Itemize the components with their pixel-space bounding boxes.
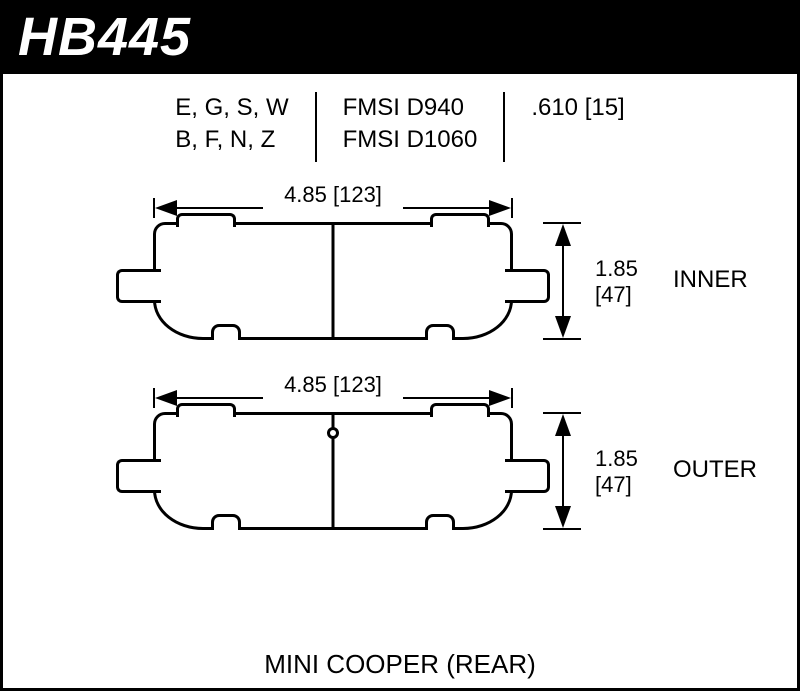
outer-height-dimension: 1.85 [47] OUTER <box>543 412 743 530</box>
inner-tag: INNER <box>673 266 748 294</box>
diagram-area: 4.85 [123] 1.85 [47] <box>3 182 797 652</box>
inner-pad-outline <box>153 222 513 340</box>
outer-pad <box>153 412 513 530</box>
inner-width-label: 4.85 [123] <box>280 182 386 208</box>
inner-height-arrows-icon <box>543 222 583 340</box>
fmsi-line1: FMSI D940 <box>343 92 478 124</box>
inner-width-dimension: 4.85 [123] <box>153 184 513 210</box>
outer-height-mm: [47] <box>595 472 638 498</box>
header-bar: HB445 <box>0 0 800 74</box>
fmsi-line2: FMSI D1060 <box>343 124 478 156</box>
thickness-cell: .610 [15] <box>505 92 634 162</box>
outer-height-label: 1.85 [47] <box>595 446 638 499</box>
spec-frame: E, G, S, W B, F, N, Z FMSI D940 FMSI D10… <box>0 74 800 691</box>
thickness-value: .610 [15] <box>531 92 624 124</box>
inner-height-in: 1.85 <box>595 256 638 282</box>
outer-pad-outline <box>153 412 513 530</box>
compounds-cell: E, G, S, W B, F, N, Z <box>165 92 316 162</box>
outer-width-dimension: 4.85 [123] <box>153 374 513 400</box>
outer-tag: OUTER <box>673 456 757 484</box>
application-label: MINI COOPER (REAR) <box>3 649 797 680</box>
fmsi-cell: FMSI D940 FMSI D1060 <box>317 92 506 162</box>
outer-height-arrows-icon <box>543 412 583 530</box>
inner-pad <box>153 222 513 340</box>
outer-width-label: 4.85 [123] <box>280 372 386 398</box>
inner-height-label: 1.85 [47] <box>595 256 638 309</box>
inner-height-mm: [47] <box>595 282 638 308</box>
inner-height-dimension: 1.85 [47] INNER <box>543 222 743 340</box>
outer-height-in: 1.85 <box>595 446 638 472</box>
spec-row: E, G, S, W B, F, N, Z FMSI D940 FMSI D10… <box>3 92 797 162</box>
outer-center-hole <box>327 427 339 439</box>
compounds-line2: B, F, N, Z <box>175 124 288 156</box>
compounds-line1: E, G, S, W <box>175 92 288 124</box>
part-number: HB445 <box>18 6 191 68</box>
